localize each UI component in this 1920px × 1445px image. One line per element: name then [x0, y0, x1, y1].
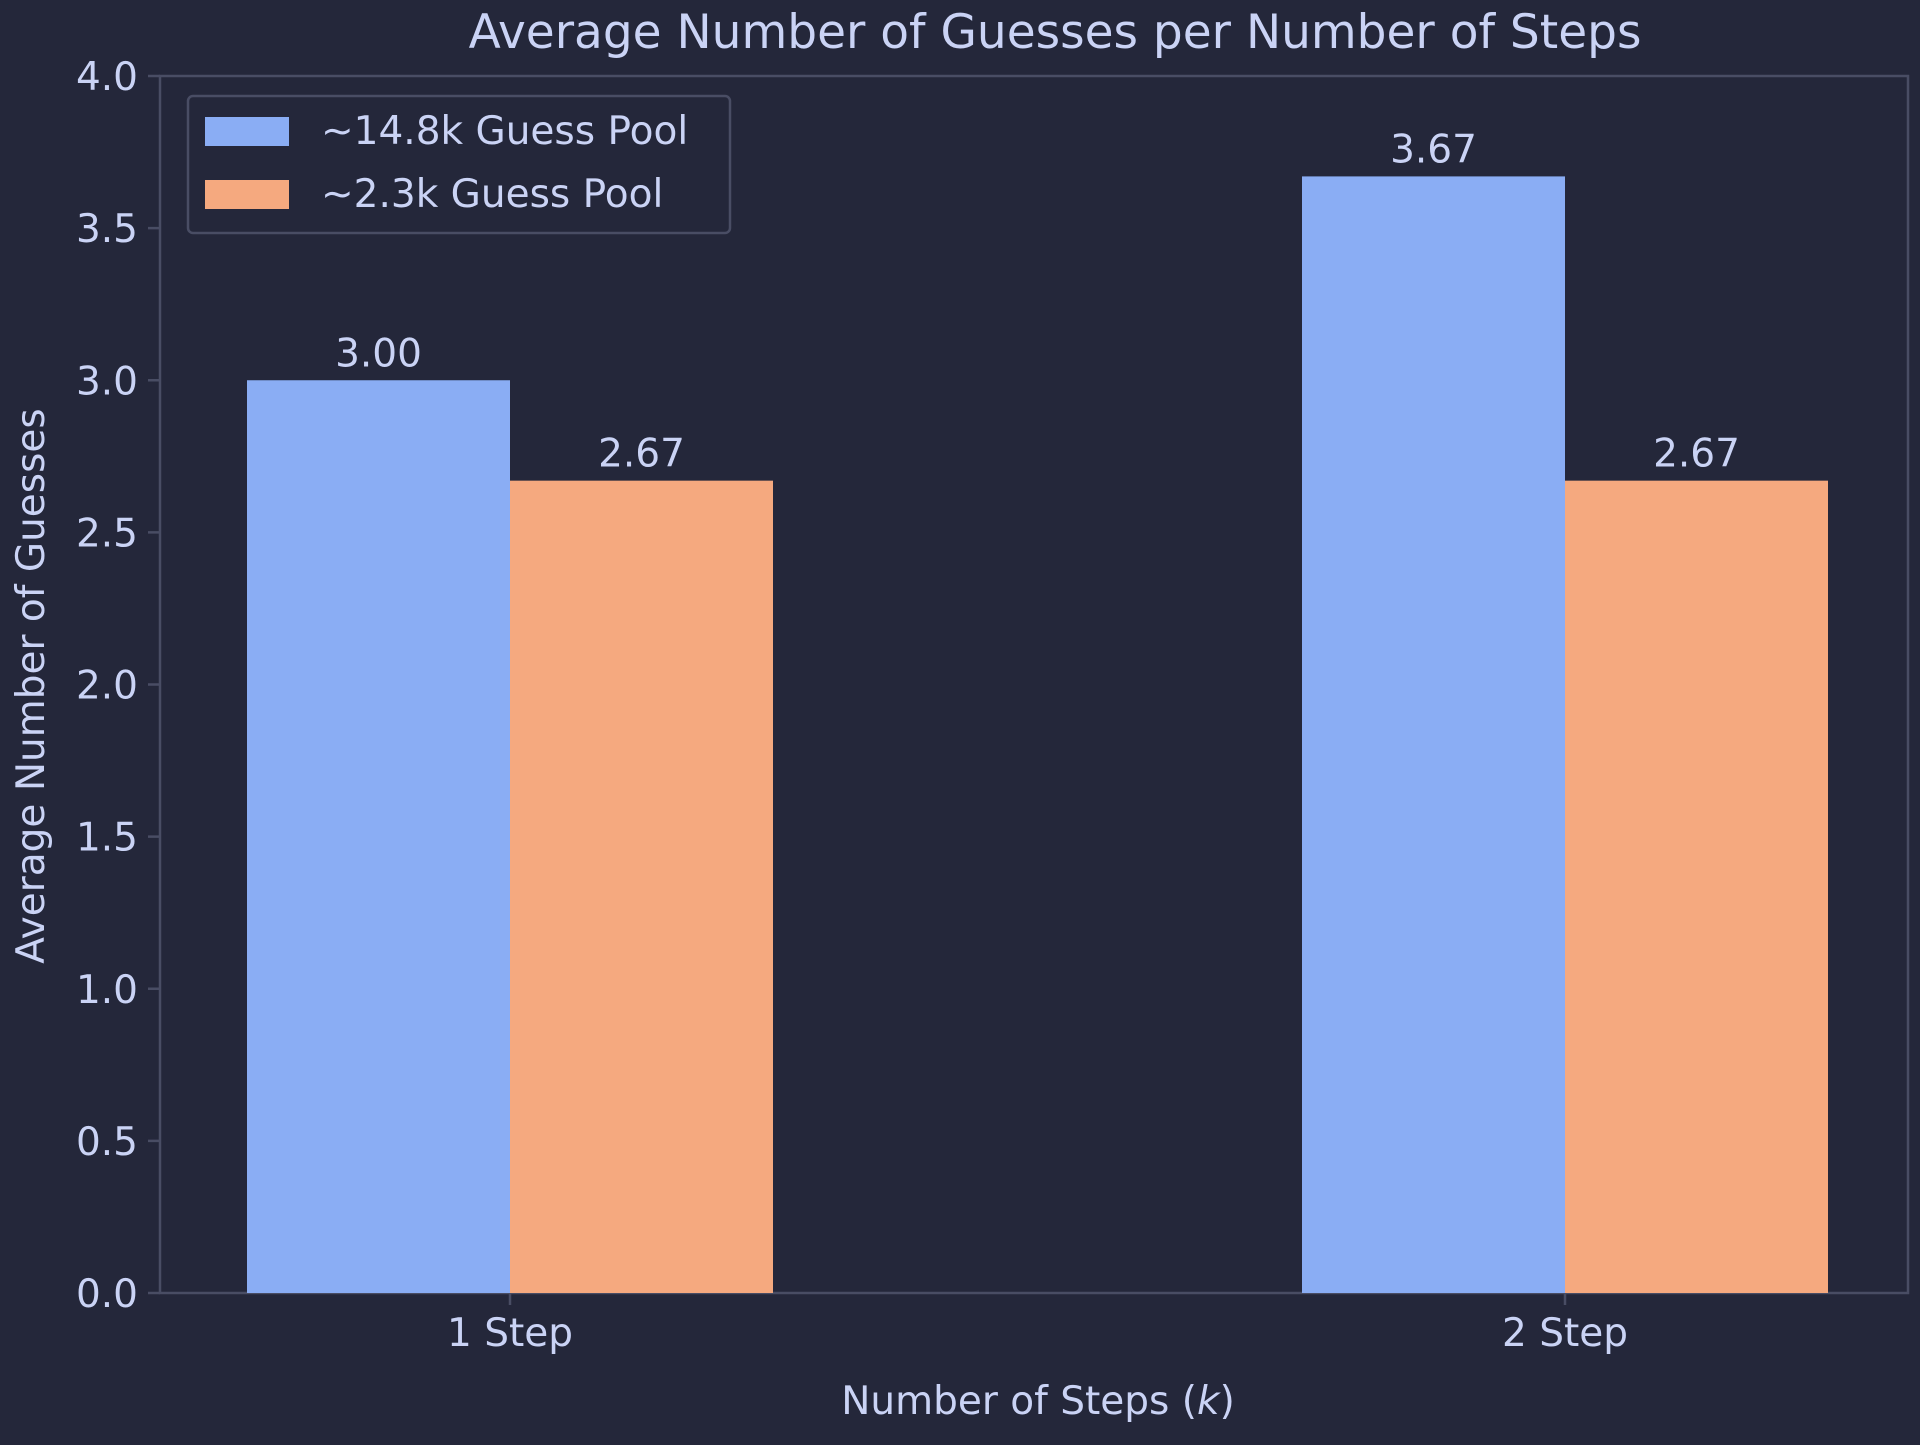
plot-area: 3.00 3.67 2.67 2.67 [158, 74, 1910, 1295]
bar-value-label: 3.00 [335, 331, 422, 376]
legend-label: ~2.3k Guess Pool [321, 172, 663, 217]
y-tick-label: 2.5 [76, 511, 138, 556]
y-axis-label: Average Number of Guesses [9, 408, 54, 963]
legend-box [186, 94, 732, 235]
x-axis-label-variable: k [1197, 1379, 1221, 1424]
bar-2-2 [1565, 480, 1828, 1294]
x-axis-label: Number of Steps (k) [841, 1379, 1235, 1424]
legend: ~14.8k Guess Pool ~2.3k Guess Pool [186, 94, 732, 235]
y-tick-label: 1.0 [76, 968, 138, 1013]
bar-2-1 [510, 480, 773, 1294]
bar-value-label: 2.67 [1653, 432, 1740, 477]
bar-1-2 [1302, 176, 1565, 1294]
legend-label: ~14.8k Guess Pool [321, 109, 688, 154]
x-tick-label: 2 Step [1502, 1311, 1628, 1356]
y-tick-label: 3.0 [76, 359, 138, 404]
x-axis: 1 Step 2 Step [447, 1293, 1628, 1356]
x-axis-label-text: Number of Steps ( [841, 1379, 1197, 1424]
y-tick-label: 0.0 [76, 1272, 138, 1317]
y-tick-label: 3.5 [76, 207, 138, 252]
x-axis-label-end: ) [1220, 1379, 1235, 1424]
y-tick-label: 1.5 [76, 816, 138, 861]
y-axis: 0.0 0.5 1.0 1.5 2.0 2.5 3.0 3.5 4.0 [76, 55, 160, 1317]
bar-value-label: 2.67 [598, 432, 685, 477]
y-tick-label: 4.0 [76, 55, 138, 100]
bar-value-label: 3.67 [1390, 127, 1477, 172]
x-tick-label: 1 Step [447, 1311, 573, 1356]
legend-swatch [205, 180, 289, 209]
bar-1-1 [247, 380, 510, 1293]
legend-swatch [205, 117, 289, 146]
chart-title: Average Number of Guesses per Number of … [469, 5, 1642, 60]
y-tick-label: 2.0 [76, 664, 138, 709]
y-tick-label: 0.5 [76, 1120, 138, 1165]
